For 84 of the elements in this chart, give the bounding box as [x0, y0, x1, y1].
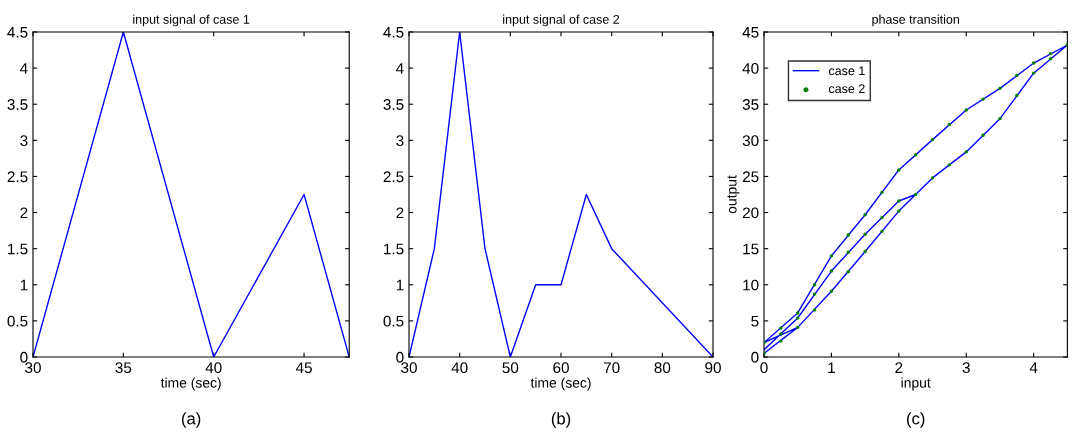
point	[829, 289, 834, 293]
x-axis-title: input	[901, 377, 931, 391]
point	[1031, 71, 1036, 75]
y-tick-label: 4	[395, 63, 404, 74]
x-tick-label: 80	[654, 362, 671, 374]
y-tick-label: 40	[742, 62, 759, 74]
point	[897, 209, 901, 213]
point	[964, 108, 968, 112]
y-tick-label: 4.5	[7, 27, 28, 38]
y-tick-label: 1.5	[8, 243, 28, 255]
point	[779, 326, 783, 330]
y-tick-label: 0	[751, 351, 759, 363]
y-tick-label: 3	[20, 135, 28, 147]
y-tick-label: 25	[742, 171, 759, 183]
point	[1048, 51, 1053, 56]
x-tick-label: 35	[115, 362, 132, 374]
point	[947, 122, 952, 127]
chart-title: input signal of case 1	[133, 14, 250, 27]
y-tick-label: 35	[742, 99, 759, 110]
y-tick-label: 0.5	[7, 315, 28, 327]
legend-label: case 2	[828, 84, 865, 94]
y-tick-label: 1	[20, 279, 28, 291]
y-tick-label: 0	[396, 351, 404, 363]
y-tick-label: 45	[742, 27, 759, 38]
y-tick-label: 2	[20, 207, 28, 219]
point	[897, 199, 901, 203]
y-tick-label: 2.5	[383, 171, 404, 183]
point	[998, 86, 1002, 91]
point	[829, 254, 834, 258]
point	[846, 233, 850, 237]
x-tick-label: 60	[553, 362, 569, 374]
x-tick-label: 3	[962, 362, 970, 374]
point	[964, 150, 968, 154]
x-tick-label: 45	[295, 362, 312, 374]
point	[930, 137, 935, 142]
point	[812, 283, 817, 287]
text: (b)	[551, 412, 571, 428]
point	[981, 97, 985, 101]
line-series	[409, 32, 714, 357]
x-tick-label: 50	[502, 362, 519, 374]
point	[863, 232, 867, 236]
y-axis-title: output	[727, 175, 740, 214]
y-tick-label: 0	[20, 351, 28, 363]
point	[863, 213, 867, 217]
point	[897, 168, 901, 172]
y-tick-label: 4.5	[383, 27, 404, 38]
y-tick-label: 15	[743, 243, 759, 255]
y-tick-label: 20	[742, 207, 759, 219]
legend-label: case 1	[828, 66, 865, 76]
x-tick-label: 4	[1029, 362, 1038, 373]
point	[796, 325, 800, 330]
chart-title: phase transition	[872, 14, 960, 27]
y-tick-label: 3.5	[383, 99, 404, 110]
x-tick-label: 0	[760, 362, 768, 374]
y-tick-label: 3.5	[7, 99, 28, 110]
point	[947, 163, 952, 167]
point	[1048, 57, 1053, 61]
y-tick-label: 2	[396, 207, 404, 219]
y-tick-label: 0.5	[383, 315, 404, 327]
y-tick-label: 1	[396, 279, 404, 291]
x-tick-label: 70	[603, 362, 620, 374]
x-tick-label: 40	[205, 362, 222, 374]
point	[913, 192, 918, 197]
x-tick-label: 90	[705, 362, 721, 374]
x-tick-label: 2	[895, 362, 903, 373]
text: (a)	[181, 412, 201, 428]
y-tick-label: 4	[19, 63, 28, 74]
y-tick-label: 2.5	[7, 171, 28, 183]
y-tick-label: 3	[396, 135, 404, 147]
x-tick-label: 1	[828, 362, 835, 373]
point	[812, 292, 817, 296]
y-tick-label: 30	[742, 135, 759, 147]
x-tick-label: 40	[451, 362, 468, 374]
x-axis-title: time (sec)	[530, 377, 591, 391]
point	[796, 311, 800, 315]
point	[779, 339, 783, 343]
y-tick-label: 5	[751, 315, 759, 327]
y-tick-label: 10	[743, 279, 759, 291]
point	[981, 133, 985, 137]
point	[779, 332, 783, 336]
y-tick-label: 1.5	[384, 243, 404, 255]
x-axis-title: time (sec)	[160, 377, 221, 391]
chart-title: input signal of case 2	[503, 14, 620, 27]
text: (c)	[907, 412, 925, 428]
